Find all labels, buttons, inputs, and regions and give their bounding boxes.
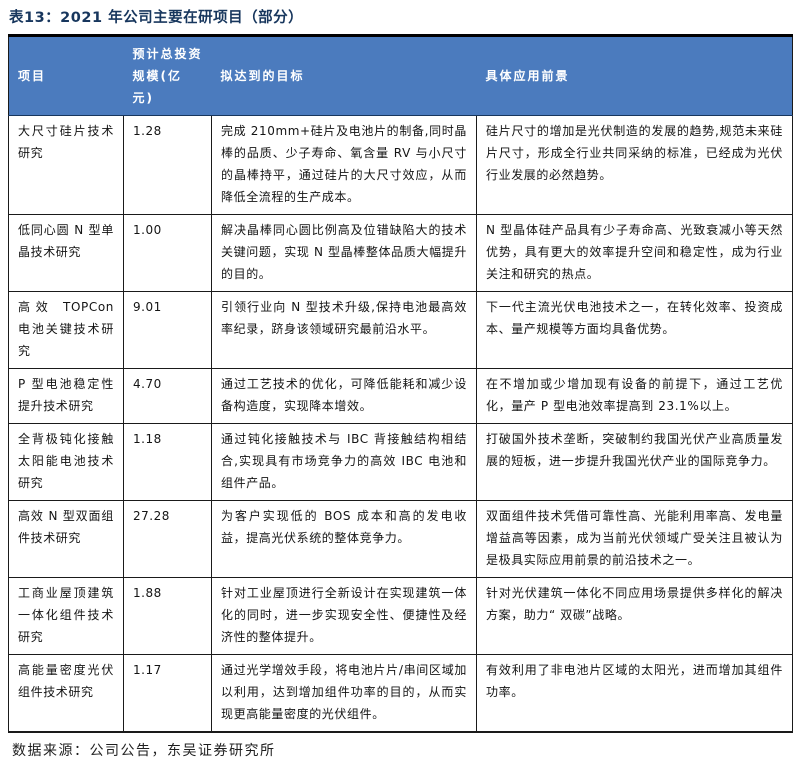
cell-investment: 1.28: [123, 115, 212, 215]
table-row: 工商业屋顶建筑一体化组件技术研究 1.88 针对工业屋顶进行全新设计在实现建筑一…: [8, 577, 793, 655]
cell-prospect: 在不增加或少增加现有设备的前提下，通过工艺优化，量产 P 型电池效率提高到 23…: [476, 368, 793, 424]
table-row: 高效 TOPCon 电池关键技术研究 9.01 引领行业向 N 型技术升级,保持…: [8, 291, 793, 369]
cell-project: 工商业屋顶建筑一体化组件技术研究: [8, 577, 124, 655]
col-header-investment: 预计总投资规模(亿元): [123, 34, 212, 116]
cell-investment: 1.88: [123, 577, 212, 655]
cell-goal: 引领行业向 N 型技术升级,保持电池最高效率纪录，跻身该领域研究最前沿水平。: [211, 291, 477, 369]
cell-prospect: 硅片尺寸的增加是光伏制造的发展的趋势,规范未来硅片尺寸，形成全行业共同采纳的标准…: [476, 115, 793, 215]
table-row: 低同心圆 N 型单晶技术研究 1.00 解决晶棒同心圆比例高及位错缺陷大的技术关…: [8, 214, 793, 292]
col-header-project: 项目: [8, 34, 124, 116]
table-row: 高效 N 型双面组件技术研究 27.28 为客户实现低的 BOS 成本和高的发电…: [8, 500, 793, 578]
cell-prospect: 下一代主流光伏电池技术之一，在转化效率、投资成本、量产规模等方面均具备优势。: [476, 291, 793, 369]
table-row: 大尺寸硅片技术研究 1.28 完成 210mm+硅片及电池片的制备,同时晶棒的品…: [8, 115, 793, 215]
cell-project: 高效 TOPCon 电池关键技术研究: [8, 291, 124, 369]
rd-projects-table: 项目 预计总投资规模(亿元) 拟达到的目标 具体应用前景 大尺寸硅片技术研究 1…: [8, 34, 793, 733]
cell-project: 低同心圆 N 型单晶技术研究: [8, 214, 124, 292]
cell-prospect: 打破国外技术垄断，突破制约我国光伏产业高质量发展的短板，进一步提升我国光伏产业的…: [476, 423, 793, 501]
col-header-prospect: 具体应用前景: [476, 34, 793, 116]
cell-goal: 通过光学增效手段，将电池片片/串间区域加以利用，达到增加组件功率的目的，从而实现…: [211, 654, 477, 733]
col-header-goal: 拟达到的目标: [211, 34, 477, 116]
cell-investment: 27.28: [123, 500, 212, 578]
table-row: 全背极钝化接触太阳能电池技术研究 1.18 通过钝化接触技术与 IBC 背接触结…: [8, 423, 793, 501]
cell-goal: 完成 210mm+硅片及电池片的制备,同时晶棒的品质、少子寿命、氧含量 RV 与…: [211, 115, 477, 215]
cell-investment: 4.70: [123, 368, 212, 424]
cell-goal: 针对工业屋顶进行全新设计在实现建筑一体化的同时，进一步实现安全性、便捷性及经济性…: [211, 577, 477, 655]
cell-project: 高效 N 型双面组件技术研究: [8, 500, 124, 578]
cell-prospect: N 型晶体硅产品具有少子寿命高、光致衰减小等天然优势，具有更大的效率提升空间和稳…: [476, 214, 793, 292]
cell-prospect: 有效利用了非电池片区域的太阳光，进而增加其组件功率。: [476, 654, 793, 733]
table-title: 表13：2021 年公司主要在研项目（部分）: [9, 10, 304, 26]
table-row: 高能量密度光伏组件技术研究 1.17 通过光学增效手段，将电池片片/串间区域加以…: [8, 654, 793, 733]
cell-investment: 1.17: [123, 654, 212, 733]
cell-project: P 型电池稳定性提升技术研究: [8, 368, 124, 424]
cell-project: 全背极钝化接触太阳能电池技术研究: [8, 423, 124, 501]
cell-prospect: 双面组件技术凭借可靠性高、光能利用率高、发电量增益高等因素，成为当前光伏领域广受…: [476, 500, 793, 578]
table-header-row: 项目 预计总投资规模(亿元) 拟达到的目标 具体应用前景: [8, 34, 793, 116]
cell-project: 大尺寸硅片技术研究: [8, 115, 124, 215]
cell-goal: 通过钝化接触技术与 IBC 背接触结构相结合,实现具有市场竞争力的高效 IBC …: [211, 423, 477, 501]
cell-investment: 1.18: [123, 423, 212, 501]
cell-goal: 为客户实现低的 BOS 成本和高的发电收益，提高光伏系统的整体竞争力。: [211, 500, 477, 578]
cell-goal: 通过工艺技术的优化，可降低能耗和减少设备构造度，实现降本增效。: [211, 368, 477, 424]
cell-prospect: 针对光伏建筑一体化不同应用场景提供多样化的解决方案，助力“ 双碳”战略。: [476, 577, 793, 655]
cell-investment: 1.00: [123, 214, 212, 292]
cell-goal: 解决晶棒同心圆比例高及位错缺陷大的技术关键问题，实现 N 型晶棒整体品质大幅提升…: [211, 214, 477, 292]
cell-investment: 9.01: [123, 291, 212, 369]
cell-project: 高能量密度光伏组件技术研究: [8, 654, 124, 733]
table-row: P 型电池稳定性提升技术研究 4.70 通过工艺技术的优化，可降低能耗和减少设备…: [8, 368, 793, 424]
data-source: 数据来源：公司公告，东吴证券研究所: [12, 743, 276, 759]
